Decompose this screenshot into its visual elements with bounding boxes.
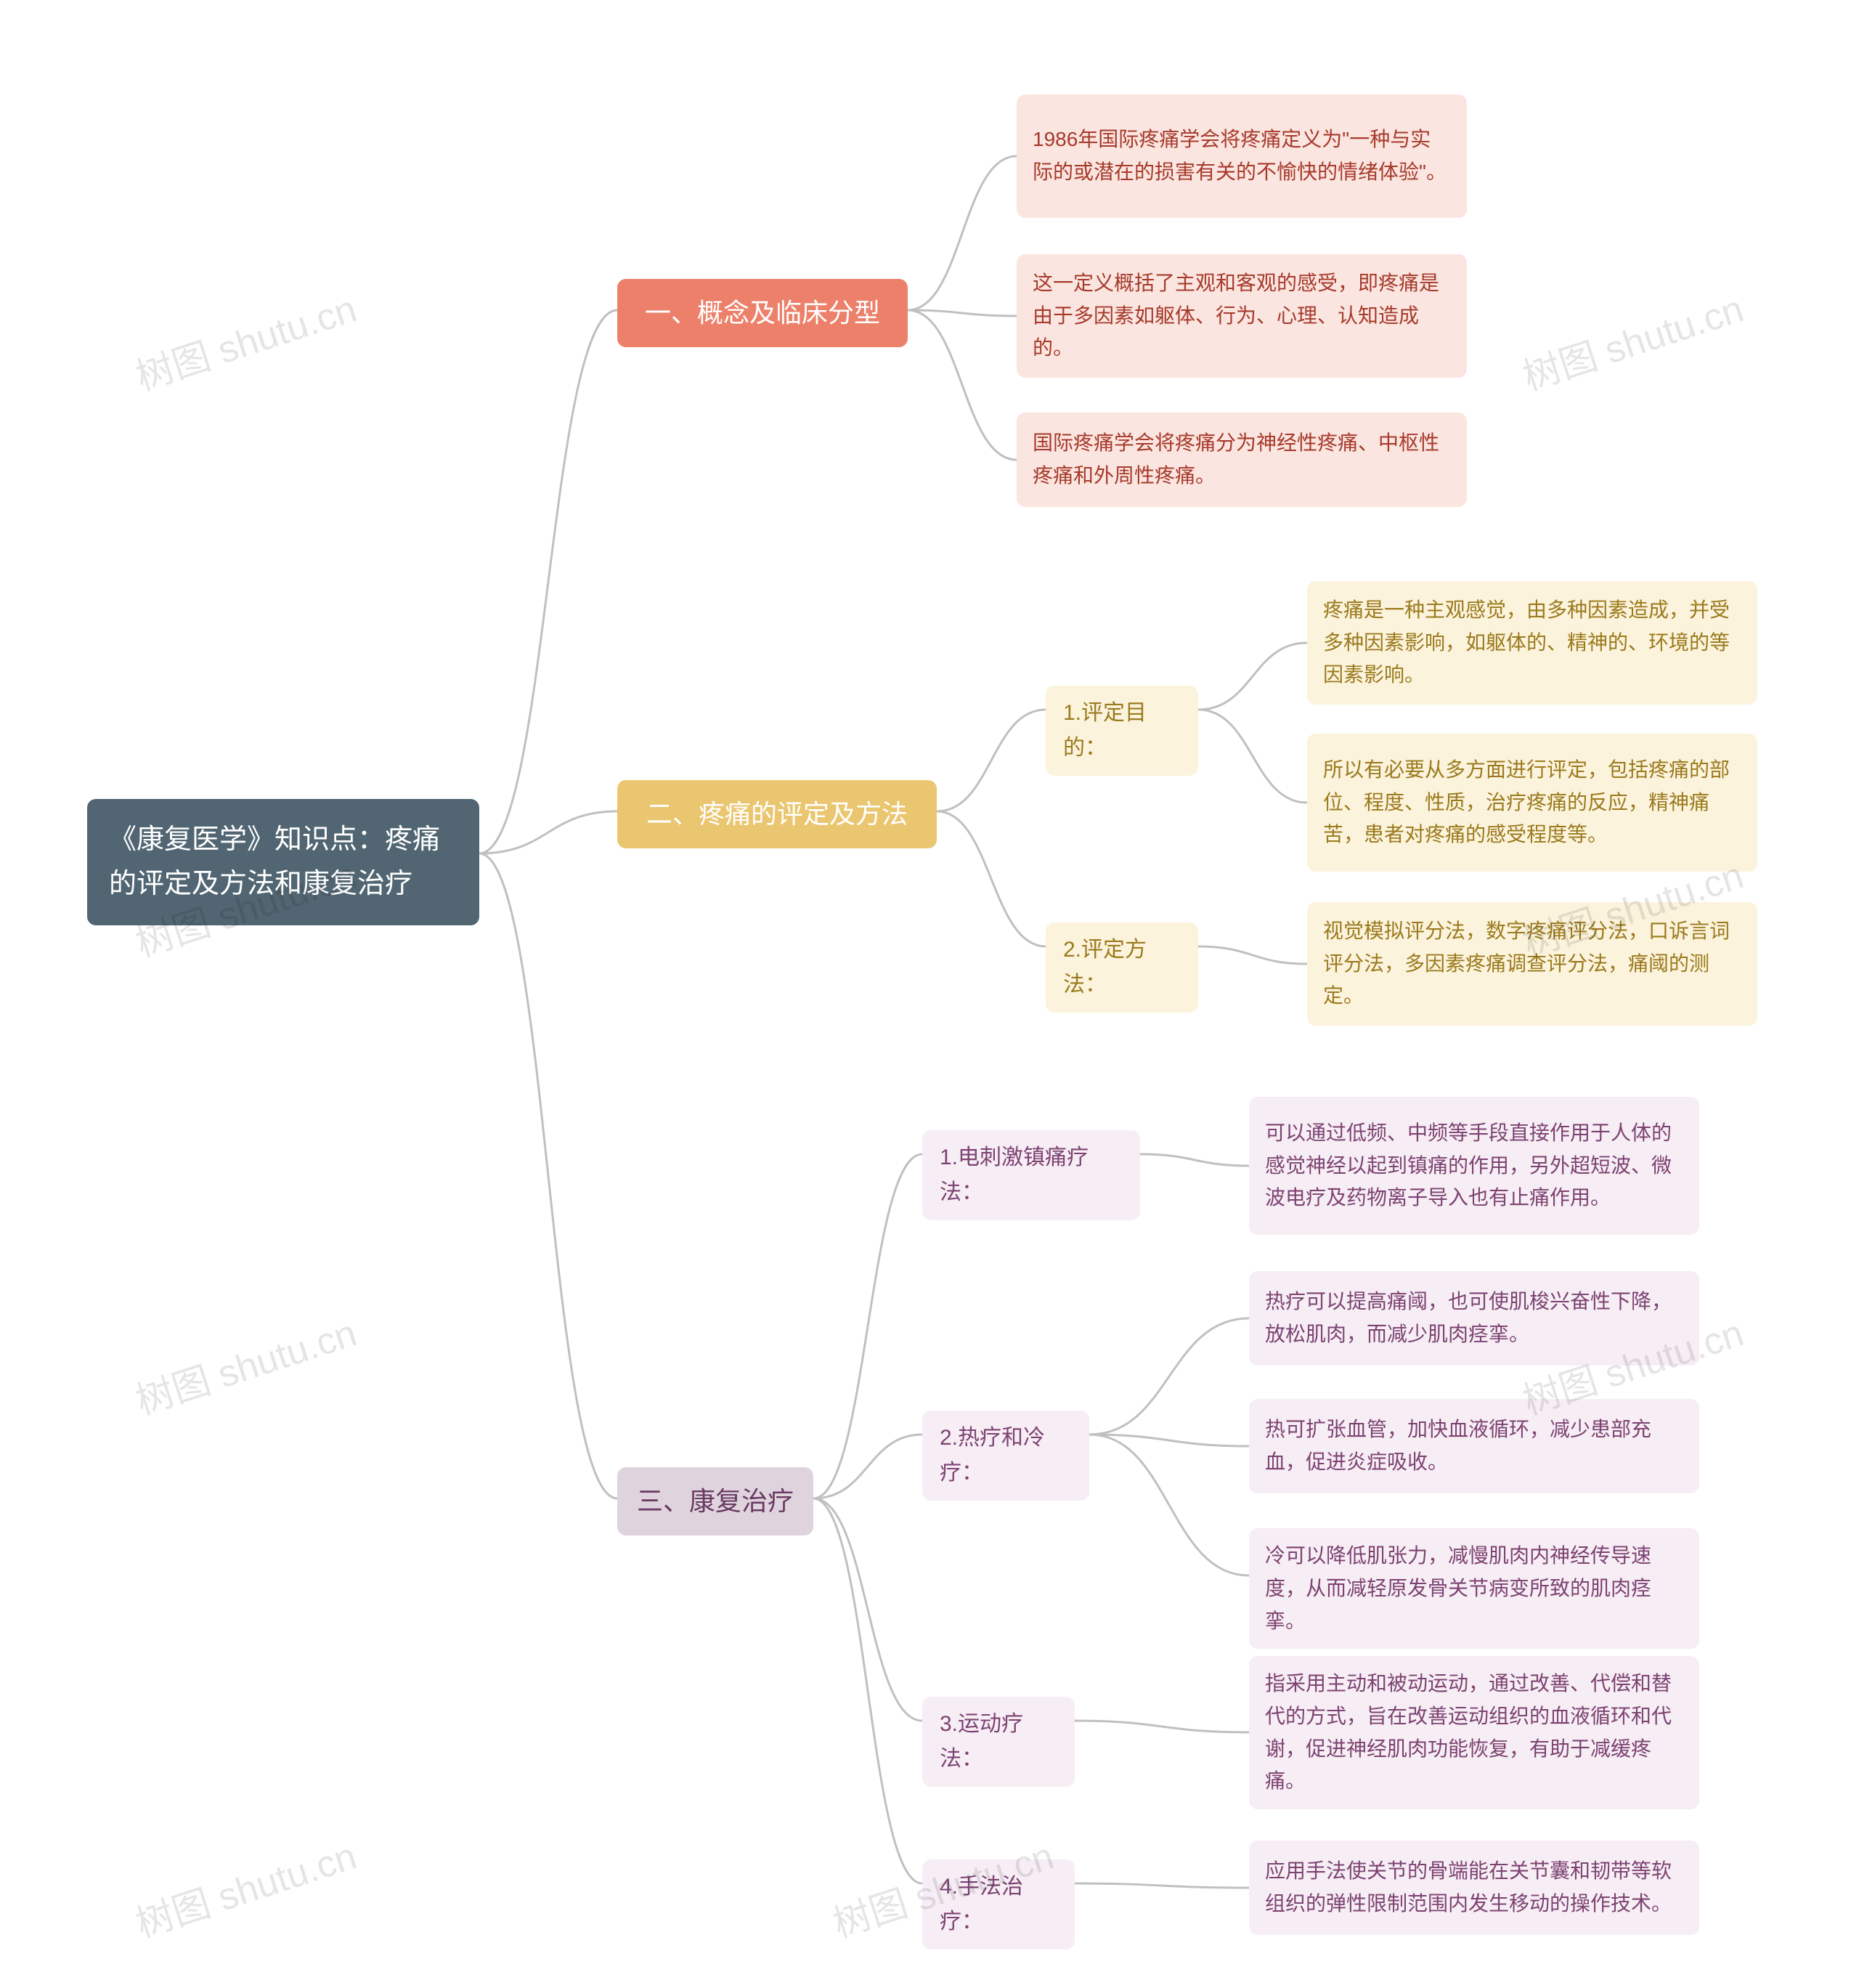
b3s2l2-label: 热可扩张血管，加快血液循环，减少患部充血，促进炎症吸收。 — [1265, 1413, 1683, 1479]
b3s3-label: 3.运动疗法： — [940, 1707, 1057, 1777]
b1l3: 国际疼痛学会将疼痛分为神经性疼痛、中枢性疼痛和外周性疼痛。 — [1017, 413, 1467, 507]
b3s2l3-label: 冷可以降低肌张力，减慢肌肉内神经传导速度，从而减轻原发骨关节病变所致的肌肉痉挛。 — [1265, 1540, 1683, 1637]
b3: 三、康复治疗 — [617, 1467, 813, 1535]
b2s2-label: 2.评定方法： — [1063, 933, 1181, 1002]
b3-label: 三、康复治疗 — [637, 1480, 794, 1522]
b3s4l1: 应用手法使关节的骨端能在关节囊和韧带等软组织的弹性限制范围内发生移动的操作技术。 — [1249, 1841, 1699, 1935]
b1-label: 一、概念及临床分型 — [645, 292, 880, 334]
b3s1-label: 1.电刺激镇痛疗法： — [940, 1140, 1123, 1210]
b2s1l1: 疼痛是一种主观感觉，由多种因素造成，并受多种因素影响，如躯体的、精神的、环境的等… — [1307, 581, 1757, 705]
b1l1-label: 1986年国际疼痛学会将疼痛定义为"一种与实际的或潜在的损害有关的不愉快的情绪体… — [1033, 123, 1451, 189]
watermark: 树图 shutu.cn — [128, 1825, 362, 1948]
b2s1l2: 所以有必要从多方面进行评定，包括疼痛的部位、程度、性质，治疗疼痛的反应，精神痛苦… — [1307, 734, 1757, 872]
b2s2: 2.评定方法： — [1046, 922, 1198, 1013]
b3s2-label: 2.热疗和冷疗： — [940, 1421, 1072, 1490]
b3s3l1-label: 指采用主动和被动运动，通过改善、代偿和替代的方式，旨在改善运动组织的血液循环和代… — [1265, 1668, 1683, 1798]
b3s1l1-label: 可以通过低频、中频等手段直接作用于人体的感觉神经以起到镇痛的作用，另外超短波、微… — [1265, 1117, 1683, 1214]
watermark: 树图 shutu.cn — [1515, 278, 1749, 401]
watermark: 树图 shutu.cn — [128, 1302, 362, 1425]
b2: 二、疼痛的评定及方法 — [617, 780, 937, 848]
b3s3: 3.运动疗法： — [922, 1697, 1075, 1787]
b2s1: 1.评定目的： — [1046, 686, 1198, 776]
b2s1l2-label: 所以有必要从多方面进行评定，包括疼痛的部位、程度、性质，治疗疼痛的反应，精神痛苦… — [1323, 754, 1741, 851]
b3s3l1: 指采用主动和被动运动，通过改善、代偿和替代的方式，旨在改善运动组织的血液循环和代… — [1249, 1656, 1699, 1809]
b3s1l1: 可以通过低频、中频等手段直接作用于人体的感觉神经以起到镇痛的作用，另外超短波、微… — [1249, 1097, 1699, 1235]
b1l1: 1986年国际疼痛学会将疼痛定义为"一种与实际的或潜在的损害有关的不愉快的情绪体… — [1017, 94, 1467, 218]
b2-label: 二、疼痛的评定及方法 — [646, 793, 908, 835]
b3s2l2: 热可扩张血管，加快血液循环，减少患部充血，促进炎症吸收。 — [1249, 1399, 1699, 1493]
b3s2l3: 冷可以降低肌张力，减慢肌肉内神经传导速度，从而减轻原发骨关节病变所致的肌肉痉挛。 — [1249, 1528, 1699, 1649]
b1l3-label: 国际疼痛学会将疼痛分为神经性疼痛、中枢性疼痛和外周性疼痛。 — [1033, 427, 1451, 492]
b1: 一、概念及临床分型 — [617, 279, 908, 347]
mindmap-canvas: 《康复医学》知识点：疼痛的评定及方法和康复治疗一、概念及临床分型1986年国际疼… — [0, 0, 1859, 1988]
b1l2-label: 这一定义概括了主观和客观的感受，即疼痛是由于多因素如躯体、行为、心理、认知造成的… — [1033, 267, 1451, 365]
watermark: 树图 shutu.cn — [128, 278, 362, 401]
b3s4l1-label: 应用手法使关节的骨端能在关节囊和韧带等软组织的弹性限制范围内发生移动的操作技术。 — [1265, 1855, 1683, 1920]
b2s1-label: 1.评定目的： — [1063, 696, 1181, 766]
b1l2: 这一定义概括了主观和客观的感受，即疼痛是由于多因素如躯体、行为、心理、认知造成的… — [1017, 254, 1467, 378]
b2s1l1-label: 疼痛是一种主观感觉，由多种因素造成，并受多种因素影响，如躯体的、精神的、环境的等… — [1323, 594, 1741, 691]
b3s1: 1.电刺激镇痛疗法： — [922, 1130, 1140, 1220]
b3s2: 2.热疗和冷疗： — [922, 1411, 1089, 1501]
